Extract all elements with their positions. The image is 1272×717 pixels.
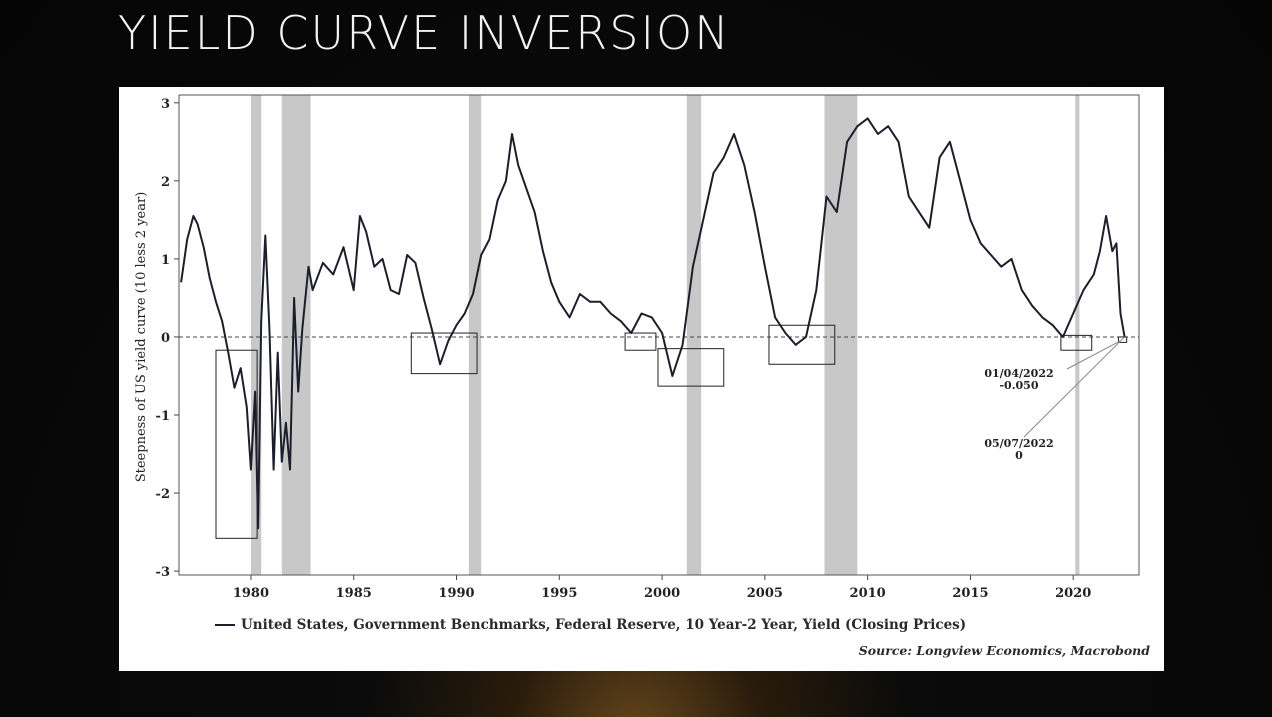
legend: United States, Government Benchmarks, Fe… bbox=[215, 617, 966, 633]
annotation-date-0: 01/04/2022 bbox=[984, 367, 1053, 380]
y-axis-ticks: 3 2 1 0 -1 -2 -3 bbox=[156, 97, 179, 580]
x-tick-label: 1980 bbox=[233, 586, 269, 601]
legend-label: United States, Government Benchmarks, Fe… bbox=[241, 617, 967, 633]
x-tick-label: 2005 bbox=[747, 586, 783, 601]
inversion-boxes bbox=[215, 324, 1128, 539]
y-tick-label: 3 bbox=[161, 97, 170, 112]
annotation-leader-0 bbox=[1066, 340, 1121, 370]
x-tick-label: 2015 bbox=[952, 586, 988, 601]
inversion-box-2 bbox=[624, 332, 657, 351]
legend-swatch bbox=[215, 624, 235, 626]
x-tick-label: 2020 bbox=[1055, 586, 1091, 601]
annotation-date-1: 05/07/2022 bbox=[984, 437, 1053, 450]
x-tick-label: 2010 bbox=[850, 586, 886, 601]
annotation-value-1: 0 bbox=[1015, 449, 1023, 462]
x-tick-label: 1990 bbox=[438, 586, 474, 601]
y-axis-label: Steepness of US yield curve (10 less 2 y… bbox=[134, 192, 149, 483]
recession-band-3 bbox=[686, 95, 702, 575]
recession-band-4 bbox=[824, 95, 858, 575]
x-tick-label: 1985 bbox=[336, 586, 372, 601]
x-tick-label: 2000 bbox=[644, 586, 680, 601]
inversion-box-4 bbox=[768, 324, 836, 365]
inversion-box-6 bbox=[1117, 336, 1128, 343]
plot-frame bbox=[178, 94, 1140, 576]
y-tick-label: -2 bbox=[156, 487, 170, 502]
y-tick-label: -1 bbox=[156, 409, 170, 424]
annotation-value-0: -0.050 bbox=[999, 379, 1038, 392]
x-tick-label: 1995 bbox=[541, 586, 577, 601]
recession-bands bbox=[250, 95, 1080, 575]
inversion-box-1 bbox=[410, 332, 478, 375]
y-tick-label: 1 bbox=[161, 253, 170, 268]
x-axis-ticks: 1980 1985 1990 1995 2000 2005 2010 2015 2020 bbox=[233, 575, 1091, 601]
y-tick-label: 0 bbox=[161, 331, 170, 346]
slide-title: YIELD CURVE INVERSION bbox=[118, 6, 731, 60]
recession-band-2 bbox=[468, 95, 482, 575]
inversion-box-3 bbox=[657, 348, 725, 387]
y-tick-label: -3 bbox=[156, 565, 170, 580]
recession-band-0 bbox=[250, 95, 262, 575]
series-layer bbox=[180, 117, 1126, 530]
yield-curve-chart: 3 2 1 0 -1 -2 -3 1980 1985 1990 1995 2000 2005 2010 2… bbox=[134, 94, 1140, 601]
series-line-0 bbox=[180, 117, 1126, 530]
inversion-box-5 bbox=[1060, 334, 1093, 351]
source-note: Source: Longview Economics, Macrobond bbox=[858, 643, 1150, 658]
chart-panel: 3 2 1 0 -1 -2 -3 1980 1985 1990 1995 2000 2005 2010 2… bbox=[119, 87, 1164, 671]
annotation-leader-1 bbox=[1023, 336, 1125, 438]
y-tick-label: 2 bbox=[161, 175, 170, 190]
